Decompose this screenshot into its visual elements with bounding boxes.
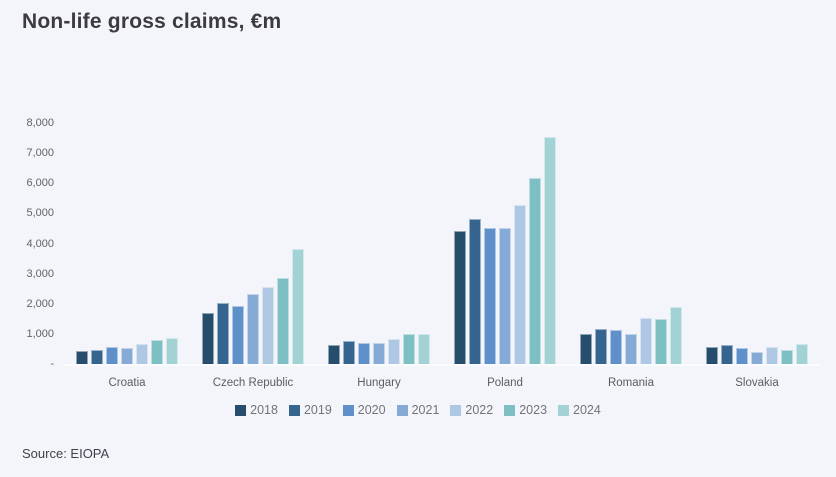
y-tick-label: - — [50, 358, 54, 370]
bar-group-slovakia — [694, 123, 820, 364]
bar-2023-romania — [655, 319, 667, 364]
bar-2019-romania — [595, 329, 607, 364]
x-axis-label-romania: Romania — [607, 377, 655, 389]
legend-item-2018: 2018 — [235, 403, 278, 417]
bar-2024-poland — [544, 137, 556, 364]
x-axis-label-czech-republic: Czech Republic — [212, 377, 294, 389]
y-tick-label: 7,000 — [26, 147, 54, 160]
bar-group-poland — [442, 123, 568, 364]
x-axis-label-poland: Poland — [487, 377, 523, 389]
bar-group-hungary — [316, 123, 442, 364]
bar-2023-croatia — [151, 340, 163, 364]
x-axis-label-hungary: Hungary — [357, 377, 401, 389]
bar-2020-czech-republic — [232, 306, 244, 364]
bar-2023-czech-republic — [277, 278, 289, 364]
x-axis-label-croatia: Croatia — [108, 377, 146, 389]
bar-2021-croatia — [121, 348, 133, 364]
x-axis-label-slovakia: Slovakia — [735, 377, 779, 389]
legend-item-2019: 2019 — [288, 403, 332, 417]
bar-2022-slovakia — [766, 347, 778, 364]
legend-label: 2021 — [411, 403, 440, 417]
legend-item-2022: 2022 — [450, 403, 493, 417]
bar-2022-czech-republic — [262, 287, 274, 364]
bar-2021-hungary — [373, 343, 385, 364]
y-tick-label: 6,000 — [26, 177, 54, 190]
bar-2023-poland — [529, 178, 541, 364]
bar-group-czech-republic — [190, 123, 316, 364]
x-axis: Croatia Czech Republic Hungary Poland Romani… — [64, 377, 820, 389]
legend-swatch-icon — [396, 404, 408, 416]
plot-area — [64, 123, 820, 364]
bar-2018-romania — [580, 334, 592, 364]
bar-2020-poland — [484, 228, 496, 364]
legend-label: 2019 — [303, 403, 332, 417]
bar-2021-romania — [625, 334, 637, 364]
bar-2020-croatia — [106, 347, 118, 364]
legend-swatch-icon — [558, 404, 570, 416]
legend-item-2021: 2021 — [396, 403, 440, 417]
bar-2022-hungary — [388, 339, 400, 364]
y-tick-label: 2,000 — [26, 297, 54, 310]
bar-2019-hungary — [343, 341, 355, 364]
bar-group-croatia — [64, 123, 190, 364]
bar-2020-romania — [610, 330, 622, 364]
bar-2022-romania — [640, 318, 652, 364]
bar-2018-slovakia — [706, 347, 718, 364]
bar-2022-poland — [514, 205, 526, 364]
bar-2020-hungary — [358, 343, 370, 364]
legend-label: 2020 — [357, 403, 386, 417]
legend: 2018 2019 2020 2021 2022 2023 2024 — [0, 403, 836, 417]
legend-swatch-icon — [235, 404, 247, 416]
legend-swatch-icon — [450, 404, 462, 416]
legend-swatch-icon — [342, 404, 354, 416]
x-axis-line — [64, 364, 820, 366]
legend-item-2020: 2020 — [342, 403, 386, 417]
source-text: Source: EIOPA — [22, 446, 110, 461]
bar-2019-poland — [469, 219, 481, 364]
bar-2021-poland — [499, 228, 511, 364]
bar-2024-czech-republic — [292, 249, 304, 364]
legend-item-2024: 2024 — [558, 403, 601, 417]
bar-2019-slovakia — [721, 345, 733, 364]
y-tick-label: 3,000 — [26, 267, 54, 280]
bar-2023-hungary — [403, 334, 415, 364]
bar-2019-czech-republic — [217, 303, 229, 364]
y-axis: 8,000 7,000 6,000 5,000 4,000 3,000 2,000 1,000… — [0, 117, 54, 370]
legend-label: 2018 — [250, 403, 278, 417]
bar-group-romania — [568, 123, 694, 364]
legend-label: 2023 — [519, 403, 548, 417]
bar-2018-poland — [454, 231, 466, 364]
bar-2019-croatia — [91, 350, 103, 364]
y-tick-label: 4,000 — [26, 237, 54, 250]
y-tick-label: 1,000 — [26, 327, 54, 340]
legend-swatch-icon — [504, 404, 516, 416]
bar-2024-romania — [670, 307, 682, 364]
bar-2024-slovakia — [796, 344, 808, 364]
chart-title: Non-life gross claims, €m — [22, 10, 282, 33]
legend-label: 2022 — [465, 403, 494, 417]
bar-2024-hungary — [418, 334, 430, 364]
bar-2018-croatia — [76, 351, 88, 364]
legend-item-2023: 2023 — [504, 403, 547, 417]
y-tick-label: 8,000 — [26, 117, 54, 129]
y-tick-label: 5,000 — [26, 207, 54, 220]
bar-2018-hungary — [328, 345, 340, 364]
bar-2020-slovakia — [736, 348, 748, 364]
bar-2018-czech-republic — [202, 313, 214, 364]
bar-2022-croatia — [136, 344, 148, 364]
legend-label: 2024 — [573, 403, 601, 417]
bar-2021-czech-republic — [247, 294, 259, 364]
bar-2021-slovakia — [751, 352, 763, 364]
legend-swatch-icon — [288, 404, 300, 416]
bar-2024-croatia — [166, 338, 178, 364]
bar-2023-slovakia — [781, 350, 793, 364]
